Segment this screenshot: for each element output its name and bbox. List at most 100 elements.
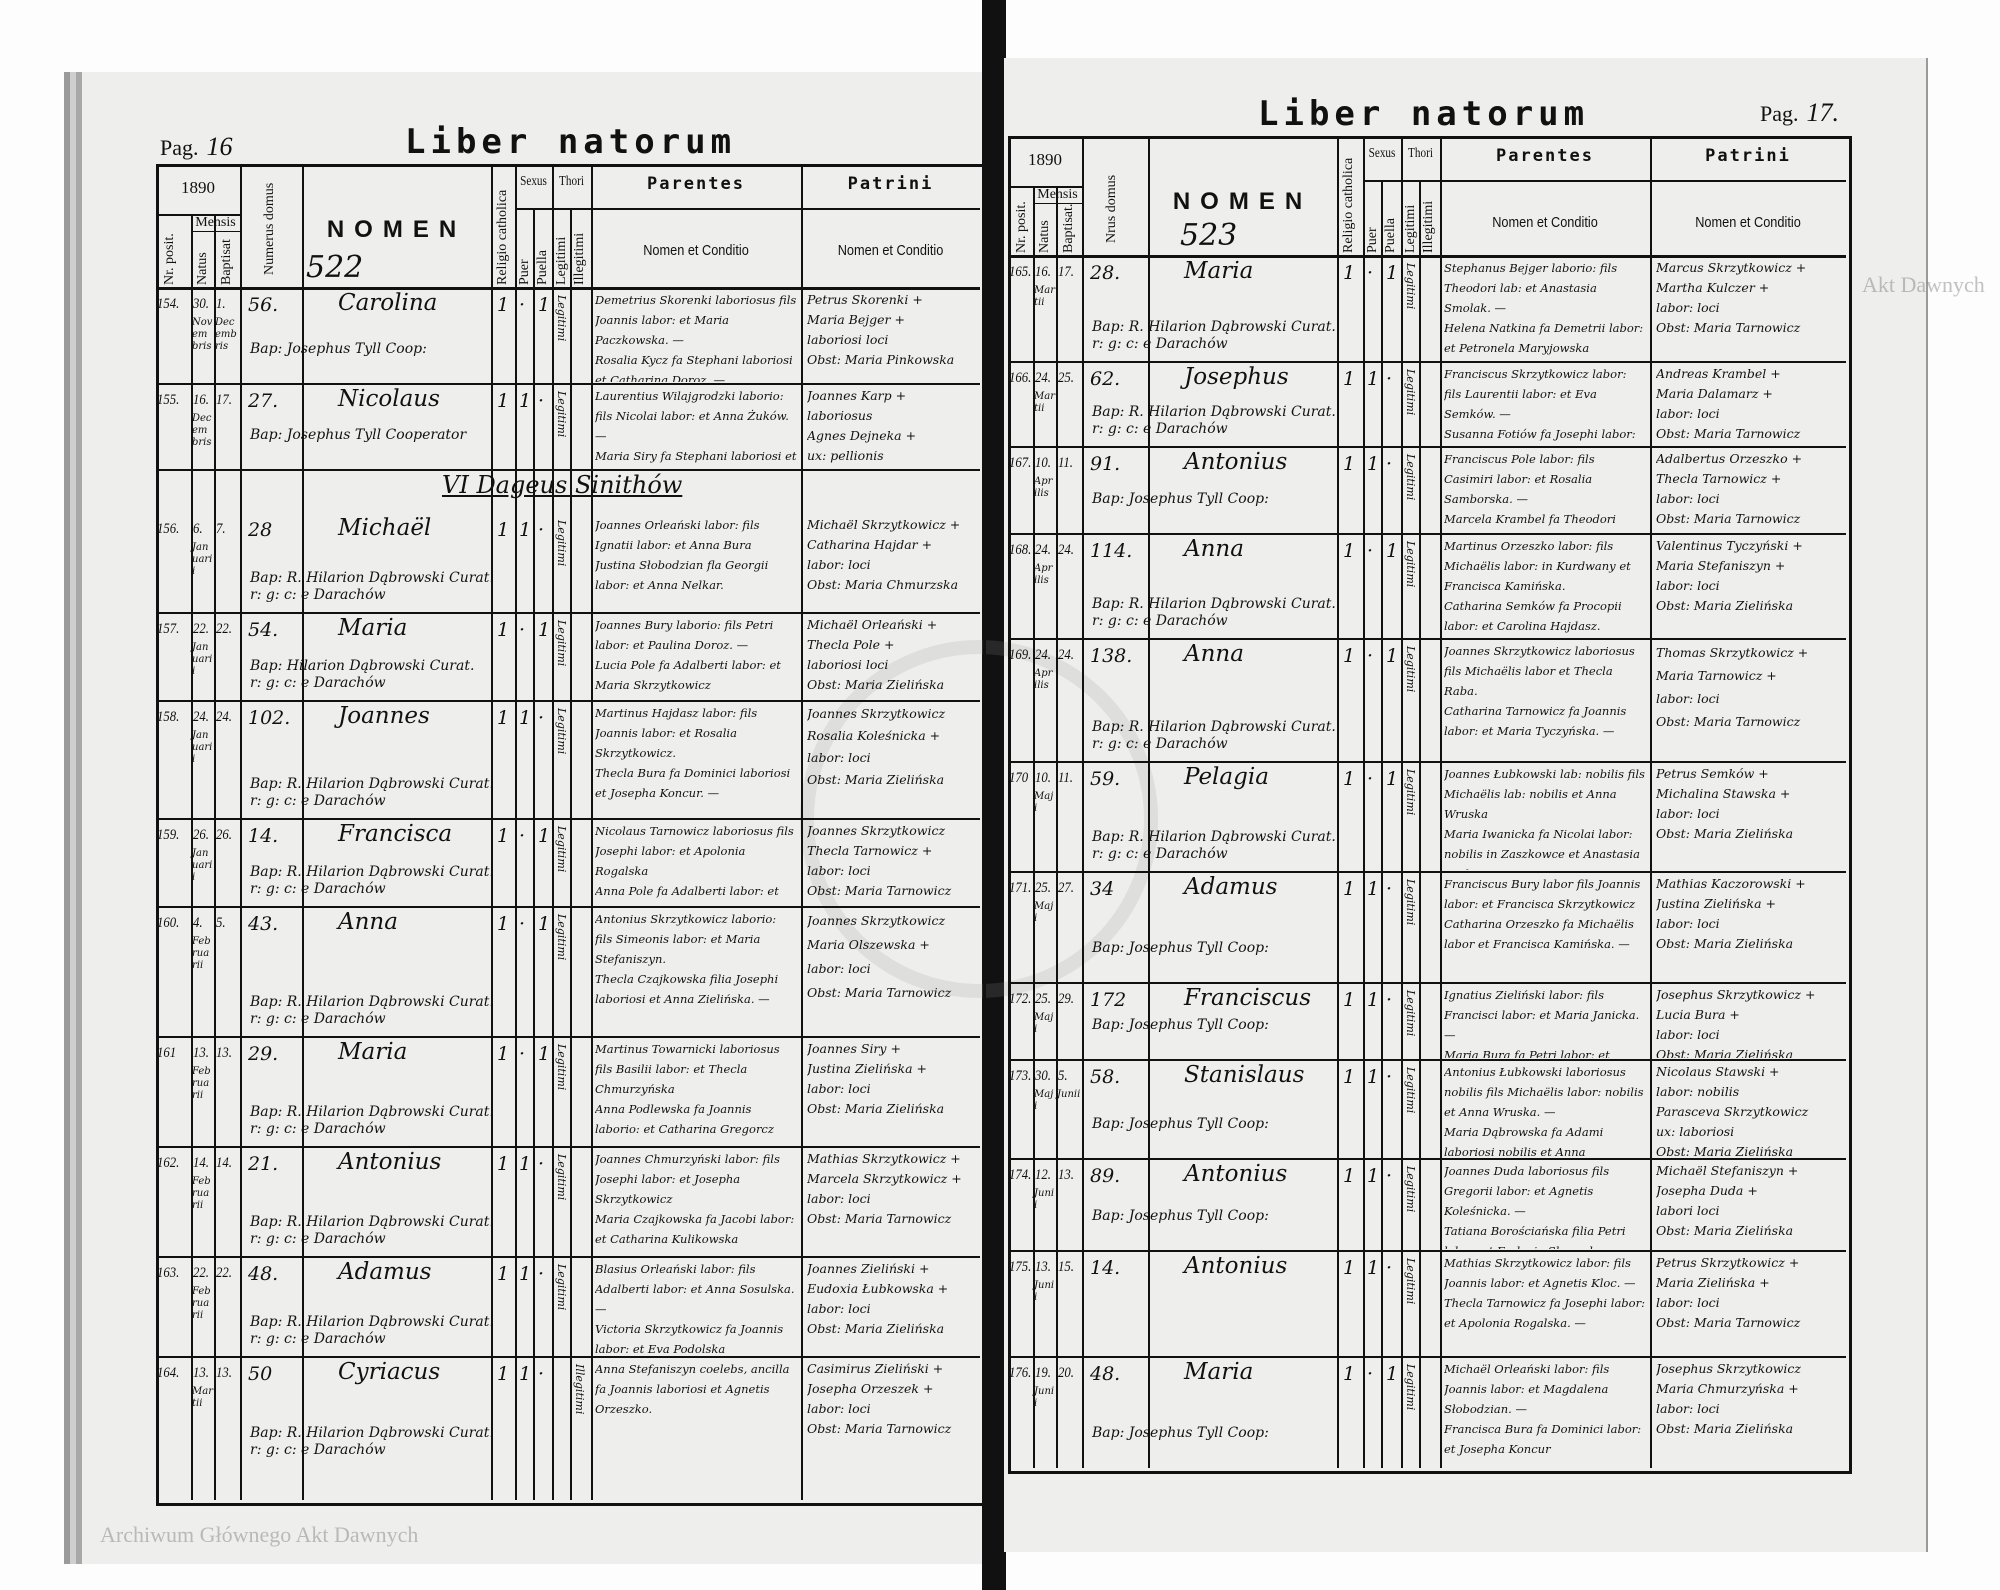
baptizans: Bap: R. Hilarion Dąbrowski Curat. r: g: … (1092, 319, 1336, 352)
patrini-text: Joannes Siry + Justina Zielińska + labor… (807, 1041, 945, 1116)
baptizans: Bap: R. Hilarion Dąbrowski Curat. r: g: … (250, 570, 494, 603)
thori-mark: Legitimi (555, 295, 568, 342)
watermark-left: Archiwum Głównego Akt Dawnych (100, 1522, 419, 1547)
parentes-text: Mathias Skrzytkowicz labor: fils Joannis… (1444, 1256, 1645, 1330)
puer-mark: 1 (519, 390, 532, 412)
natus-month: Martii (192, 1386, 213, 1409)
patrini-subheader: Nomen et Conditio (837, 242, 944, 259)
puella-mark: · (1386, 1257, 1393, 1279)
entry-number: 169. (1009, 647, 1032, 663)
parentes-text: Anna Stefaniszyn coelebs, ancilla fa Joa… (595, 1362, 790, 1416)
puella-mark: 1 (1386, 262, 1399, 284)
child-name: Antonius (338, 1149, 442, 1175)
puer-mark: 1 (519, 1363, 532, 1385)
baptizans: Bap: R. Hilarion Dąbrowski Curat. r: g: … (250, 1425, 494, 1458)
puella-mark: 1 (538, 619, 551, 641)
baptisat-day: 22. (216, 621, 232, 637)
religio-mark: 1 (1343, 1165, 1356, 1187)
column-divider (1056, 186, 1058, 1468)
house-number: 48. (248, 1263, 279, 1285)
parentes-subheader: Nomen et Conditio (643, 242, 749, 259)
baptisat-day: 11. (1058, 770, 1073, 786)
natus-day: 30. (193, 296, 209, 312)
natus-month: Januarii (192, 542, 213, 577)
thori-mark: Legitimi (1404, 541, 1417, 588)
house-number: 138. (1090, 645, 1133, 667)
row-divider (1008, 1250, 1846, 1252)
puer-mark: · (519, 1043, 526, 1065)
natus-day: 25. (1035, 991, 1051, 1007)
row-divider (156, 469, 980, 471)
puer-label: Puer (517, 259, 532, 285)
natus-day: 30. (1035, 1068, 1051, 1084)
natus-day: 10. (1035, 770, 1051, 786)
row-divider (156, 612, 980, 614)
religio-mark: 1 (497, 519, 510, 541)
column-divider (1363, 136, 1365, 1468)
patrini-text: Petrus Semków + Michalina Stawska + labo… (1656, 766, 1794, 841)
header-bottom-line (1008, 255, 1846, 258)
child-name: Francisca (338, 821, 453, 847)
child-name: Carolina (338, 290, 438, 316)
entry-number: 156. (157, 521, 180, 537)
baptizans: Bap: Josephus Tyll Coop: (250, 341, 427, 357)
child-name: Joannes (338, 703, 430, 729)
puer-mark: · (1367, 645, 1374, 667)
religio-mark: 1 (1343, 878, 1356, 900)
baptisat-day: 14. (216, 1155, 232, 1171)
thori-label: Thori (1408, 146, 1433, 161)
natus-month: Januarii (192, 848, 213, 883)
entry-number: 164. (157, 1365, 180, 1381)
child-name: Stanislaus (1184, 1062, 1305, 1088)
column-divider (1650, 136, 1652, 1468)
patrini-text: Valentinus Tyczyński + Maria Stefaniszyn… (1656, 538, 1803, 613)
natus-month: Martii (1034, 391, 1055, 414)
puer-mark: 1 (519, 1153, 532, 1175)
puella-label: Puella (1383, 218, 1398, 253)
religio-mark: 1 (497, 390, 510, 412)
thori-mark: Legitimi (555, 520, 568, 567)
parentes-text: Martinus Towarnicki laboriosus fils Basi… (595, 1042, 780, 1136)
column-divider (570, 208, 572, 1500)
parentes-text: Joannes Łubkowski lab: nobilis fils Mich… (1444, 767, 1645, 870)
house-number: 56. (248, 294, 279, 316)
column-divider (591, 164, 593, 1500)
puella-mark: · (1386, 1165, 1393, 1187)
natus-month: Januarii (192, 642, 213, 677)
thori-mark: Legitimi (555, 708, 568, 755)
thori-mark: Legitimi (555, 1264, 568, 1311)
thori-mark: Legitimi (555, 1154, 568, 1201)
header-bottom-line (156, 287, 980, 290)
page-title: Liber natorum (1258, 94, 1590, 134)
religio-mark: 1 (497, 1363, 510, 1385)
baptizans: Bap: R. Hilarion Dąbrowski Curat. r: g: … (250, 864, 494, 897)
puer-mark: 1 (1367, 878, 1380, 900)
row-divider (1008, 761, 1846, 763)
thori-mark: Legitimi (555, 620, 568, 667)
legitimi-label: Legitimi (554, 236, 569, 285)
baptisat-day: 24. (1058, 542, 1074, 558)
puella-mark: · (1386, 1066, 1393, 1088)
patrini-text: Petrus Skrzytkowicz + Maria Zielińska + … (1656, 1255, 1801, 1330)
baptisat-day: 17. (1058, 264, 1074, 280)
religio-mark: 1 (1343, 1257, 1356, 1279)
parentes-text: Joannes Skrzytkowicz laboriosus fils Mic… (1444, 644, 1635, 738)
child-name: Maria (338, 615, 408, 641)
natus-month: Maji (1034, 791, 1054, 814)
row-divider (156, 1256, 980, 1258)
nr-posit-label: Nr. posit. (162, 233, 177, 285)
patrini-text: Thomas Skrzytkowicz + Maria Tarnowicz + … (1656, 645, 1809, 729)
natus-month: Januarii (192, 730, 213, 765)
religio-mark: 1 (497, 1153, 510, 1175)
baptisat-day: 27. (1058, 880, 1074, 896)
baptizans: Bap: R. Hilarion Dąbrowski Curat. r: g: … (250, 1104, 494, 1137)
natus-day: 24. (1035, 542, 1051, 558)
baptizans: Bap: R. Hilarion Dąbrowski Curat. r: g: … (1092, 404, 1336, 437)
natus-month: Decembris (192, 413, 212, 448)
watermark-right: Akt Dawnych (1862, 272, 1985, 297)
patrini-text: Adalbertus Orzeszko + Thecla Tarnowicz +… (1656, 451, 1803, 526)
thori-mark: Legitimi (1404, 1067, 1417, 1114)
patrini-text: Andreas Krambel + Maria Dalamarz + labor… (1656, 366, 1801, 441)
natus-month: Aprilis (1034, 563, 1053, 586)
religio-mark: 1 (1343, 768, 1356, 790)
